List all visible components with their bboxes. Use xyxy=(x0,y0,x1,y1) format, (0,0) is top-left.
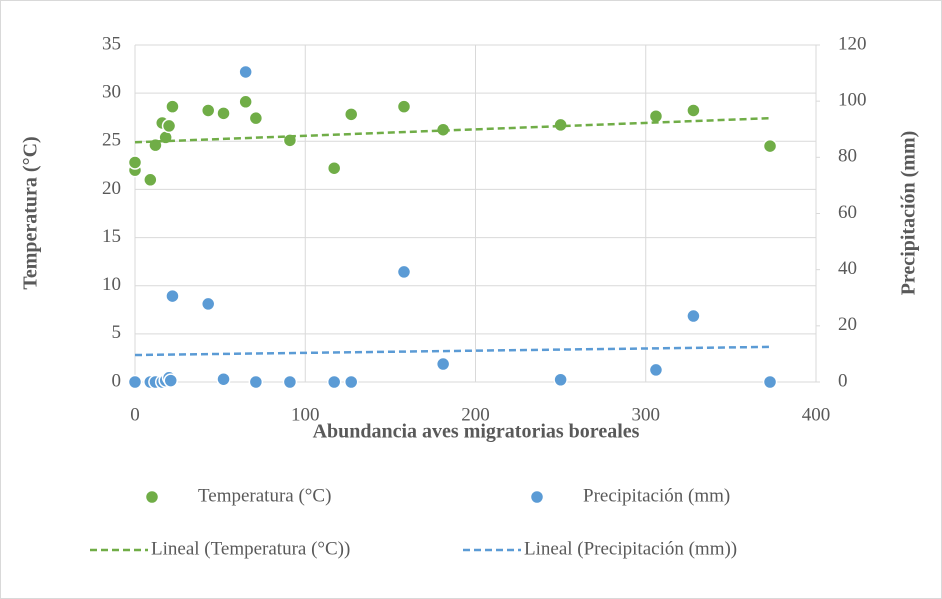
x-tick-label: 200 xyxy=(461,404,490,425)
legend-label: Lineal (Precipitación (mm)) xyxy=(524,538,737,559)
y2-tick-label: 120 xyxy=(838,33,867,54)
legend-swatch xyxy=(144,489,160,505)
point xyxy=(762,138,778,154)
point xyxy=(216,371,231,387)
point xyxy=(326,160,342,176)
x-tick-label: 0 xyxy=(130,404,140,425)
y-tick-label: 25 xyxy=(102,130,121,151)
point xyxy=(648,362,664,378)
point xyxy=(163,373,179,388)
point xyxy=(165,288,180,304)
point xyxy=(686,103,701,118)
point xyxy=(282,374,298,390)
y2-tick-label: 60 xyxy=(838,202,857,223)
point xyxy=(343,107,359,122)
point xyxy=(248,110,264,126)
point xyxy=(396,99,412,114)
point xyxy=(200,296,216,312)
point xyxy=(127,374,143,390)
y2-tick-label: 20 xyxy=(838,314,857,335)
point xyxy=(435,356,451,372)
y-tick-label: 0 xyxy=(112,370,122,391)
legend-swatch xyxy=(529,489,545,505)
point xyxy=(127,155,143,170)
y2-tick-label: 100 xyxy=(838,90,867,111)
y-axis-title: Temperatura (°C) xyxy=(20,136,42,289)
point xyxy=(326,374,342,390)
point xyxy=(165,99,180,114)
y2-tick-label: 40 xyxy=(838,258,857,279)
legend-label: Precipitación (mm) xyxy=(583,485,730,506)
point xyxy=(238,94,253,110)
point xyxy=(762,374,778,390)
point xyxy=(396,264,412,280)
y-tick-label: 15 xyxy=(102,226,121,247)
legend-label: Temperatura (°C) xyxy=(198,485,331,506)
point xyxy=(343,374,359,390)
trend-line xyxy=(134,345,771,357)
y-tick-label: 20 xyxy=(102,178,121,199)
y2-axis-title: Precipitación (mm) xyxy=(898,131,920,296)
x-tick-label: 100 xyxy=(291,404,320,425)
y-tick-label: 30 xyxy=(102,82,121,103)
y-tick-label: 10 xyxy=(102,274,121,295)
point xyxy=(161,118,177,134)
point xyxy=(238,64,253,80)
legend-label: Lineal (Temperatura (°C)) xyxy=(151,538,350,559)
point xyxy=(553,372,568,388)
x-tick-label: 400 xyxy=(802,404,831,425)
y2-tick-label: 0 xyxy=(838,370,848,391)
point xyxy=(216,106,231,121)
y-tick-label: 5 xyxy=(112,322,122,343)
point xyxy=(686,308,701,324)
y-tick-label: 35 xyxy=(102,33,121,54)
trend-line xyxy=(134,116,771,144)
y2-tick-label: 80 xyxy=(838,146,857,167)
x-axis-title: Abundancia aves migratorias boreales xyxy=(313,421,640,443)
x-tick-label: 300 xyxy=(632,404,661,425)
point xyxy=(200,103,216,118)
point xyxy=(143,172,158,188)
point xyxy=(648,109,664,124)
point xyxy=(248,374,264,390)
